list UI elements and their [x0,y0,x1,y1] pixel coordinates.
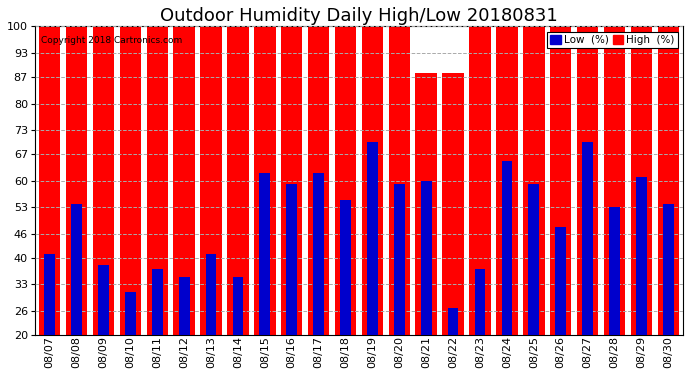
Bar [609,207,620,334]
Bar [577,27,598,334]
Bar [367,142,378,334]
Bar [286,184,297,334]
Bar [475,269,485,334]
Bar [421,180,431,334]
Bar [631,27,652,334]
Bar [555,227,566,334]
Bar [71,204,82,334]
Bar [448,308,458,334]
Bar [550,27,571,334]
Bar [66,27,88,334]
Bar [340,200,351,334]
Bar [308,27,329,334]
Bar [388,27,410,334]
Bar [125,292,136,334]
Text: Copyright 2018 Cartronics.com: Copyright 2018 Cartronics.com [41,36,183,45]
Bar [335,27,356,334]
Bar [281,27,302,334]
Legend: Low  (%), High  (%): Low (%), High (%) [547,32,678,48]
Bar [313,173,324,334]
Bar [442,73,464,334]
Bar [179,277,190,334]
Bar [152,269,163,334]
Bar [206,254,217,334]
Bar [362,27,383,334]
Bar [233,277,244,334]
Bar [663,204,673,334]
Bar [523,27,544,334]
Title: Outdoor Humidity Daily High/Low 20180831: Outdoor Humidity Daily High/Low 20180831 [160,7,558,25]
Bar [415,73,437,334]
Bar [502,161,512,334]
Bar [39,27,61,334]
Bar [254,27,275,334]
Bar [604,27,625,334]
Bar [98,265,109,334]
Bar [259,173,270,334]
Bar [227,27,248,334]
Bar [636,177,647,334]
Bar [119,27,141,334]
Bar [200,27,221,334]
Bar [496,27,518,334]
Bar [469,27,491,334]
Bar [146,27,168,334]
Bar [92,27,115,334]
Bar [44,254,55,334]
Bar [394,184,405,334]
Bar [529,184,539,334]
Bar [582,142,593,334]
Bar [658,27,679,334]
Bar [173,27,195,334]
